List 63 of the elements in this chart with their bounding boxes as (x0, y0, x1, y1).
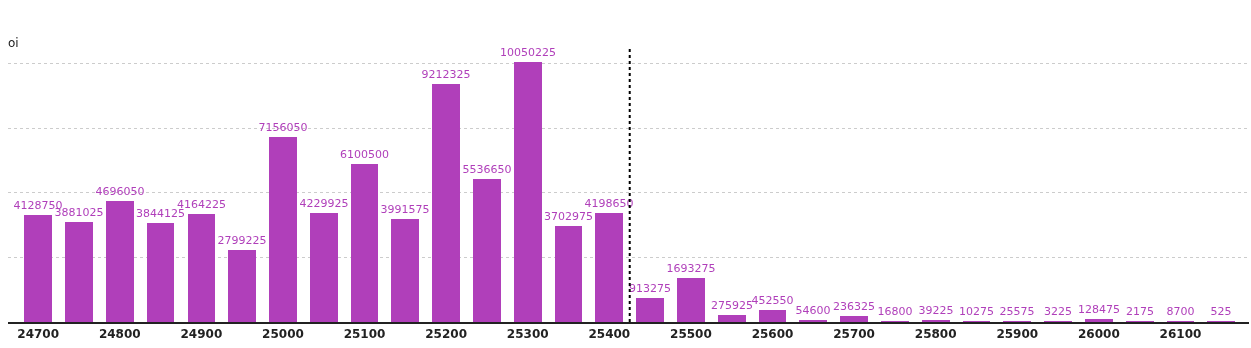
bar (759, 310, 786, 322)
bar (391, 219, 419, 322)
bar (269, 137, 297, 322)
data-label: 4696050 (95, 185, 145, 198)
bar (188, 214, 215, 322)
bar (840, 316, 868, 322)
data-label: 3702975 (544, 210, 593, 223)
x-tick-label: 25200 (425, 327, 468, 342)
data-label: 8700 (1166, 305, 1195, 318)
bar (473, 179, 501, 322)
data-label: 7156050 (258, 121, 308, 134)
data-label: 10275 (959, 305, 994, 318)
bar (677, 278, 705, 322)
data-label: 6100500 (340, 148, 389, 161)
x-tick-label: 25900 (996, 327, 1039, 342)
data-label: 1693275 (666, 262, 716, 275)
x-tick-label: 24900 (180, 327, 223, 342)
bar (1085, 319, 1113, 322)
bar (432, 84, 460, 322)
bar (24, 215, 52, 322)
x-tick-label: 25000 (262, 327, 304, 342)
data-label: 16800 (877, 305, 913, 318)
y-axis-title: oi (8, 36, 19, 50)
data-label: 9212325 (421, 68, 471, 81)
data-label: 275925 (711, 299, 753, 312)
bar (595, 213, 623, 322)
data-label: 3225 (1044, 305, 1072, 318)
bar (106, 201, 134, 322)
x-tick-label: 25400 (588, 327, 631, 342)
bar (310, 213, 338, 322)
x-tick-label: 25100 (343, 327, 386, 342)
data-label: 128475 (1078, 303, 1120, 316)
data-label: 5536650 (462, 163, 512, 176)
bar (228, 250, 256, 322)
bar (65, 222, 93, 322)
bar (636, 298, 664, 322)
bar (514, 62, 542, 322)
data-label: 525 (1210, 305, 1232, 318)
x-tick-label: 25300 (506, 327, 549, 342)
x-tick-label: 25800 (914, 327, 957, 342)
bar (351, 164, 378, 322)
x-tick-label: 25500 (670, 327, 712, 342)
data-label: 913275 (629, 282, 671, 295)
x-tick-label: 25700 (833, 327, 875, 342)
data-label: 4229925 (299, 197, 349, 210)
data-label: 452550 (751, 294, 794, 307)
x-tick-label: 26000 (1077, 327, 1120, 342)
x-tick-label: 24800 (98, 327, 141, 342)
data-label: 4198650 (584, 197, 634, 210)
data-label: 10050225 (500, 46, 556, 59)
data-label: 2799225 (217, 234, 267, 247)
data-label: 236325 (833, 300, 875, 313)
bar (555, 226, 582, 322)
data-label: 39225 (918, 304, 954, 317)
data-label: 25575 (999, 305, 1035, 318)
x-tick-label: 25600 (751, 327, 794, 342)
x-tick-label: 26100 (1159, 327, 1202, 342)
bar (147, 223, 174, 322)
data-label: 3991575 (380, 203, 430, 216)
bar (718, 315, 746, 322)
data-label: 2175 (1126, 305, 1154, 318)
data-label: 54600 (795, 304, 831, 317)
x-tick-label: 24700 (17, 327, 60, 342)
